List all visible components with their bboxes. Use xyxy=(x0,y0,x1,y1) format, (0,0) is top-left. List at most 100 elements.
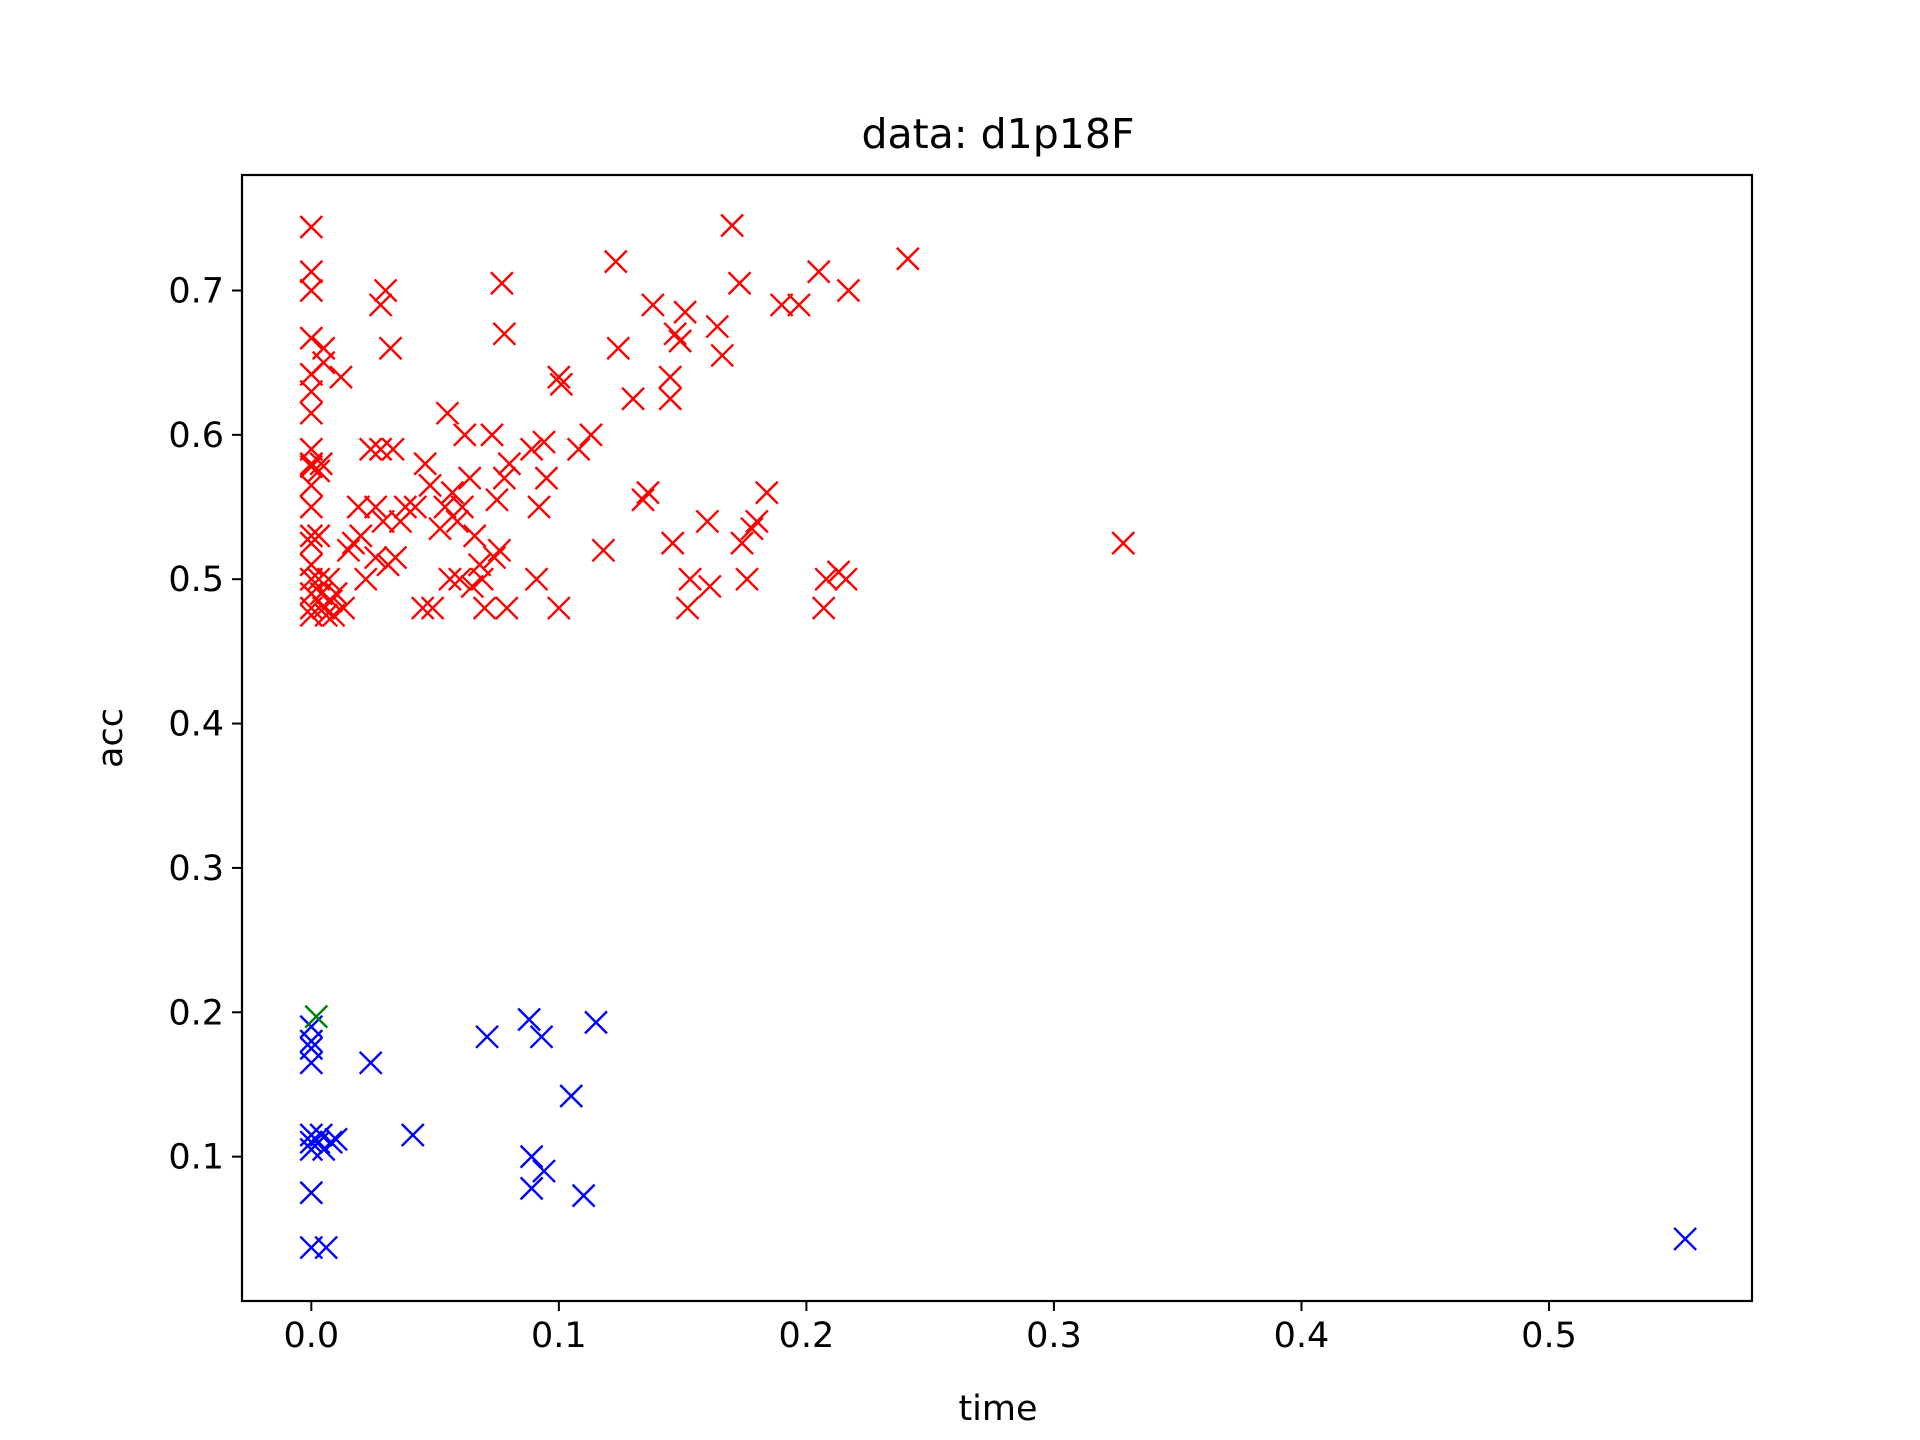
data-point xyxy=(495,596,519,620)
data-point xyxy=(814,567,839,592)
data-point xyxy=(710,343,735,368)
data-point xyxy=(579,422,603,447)
data-point xyxy=(485,487,509,512)
data-point xyxy=(299,473,324,498)
y-tick-label: 0.6 xyxy=(168,416,224,456)
data-point xyxy=(532,430,556,454)
data-point xyxy=(668,329,692,353)
data-point xyxy=(410,596,435,620)
data-point xyxy=(524,567,549,592)
data-point xyxy=(314,1235,339,1260)
data-point xyxy=(299,215,324,239)
data-point xyxy=(658,386,683,411)
data-point xyxy=(631,487,655,512)
data-point xyxy=(547,365,571,389)
data-point xyxy=(373,278,398,303)
data-point xyxy=(727,271,752,296)
data-point xyxy=(413,451,438,476)
data-point xyxy=(529,1024,554,1049)
data-point xyxy=(400,1123,425,1147)
data-point xyxy=(311,350,336,375)
data-point xyxy=(433,495,457,519)
data-point xyxy=(606,336,631,361)
y-tick-label: 0.2 xyxy=(168,993,224,1033)
data-point xyxy=(306,567,331,592)
data-point xyxy=(566,437,591,462)
x-tick-label: 0.0 xyxy=(283,1316,339,1356)
data-point xyxy=(324,581,348,606)
data-point xyxy=(316,567,341,592)
data-point xyxy=(309,451,334,476)
x-tick-label: 0.4 xyxy=(1274,1316,1330,1356)
data-point xyxy=(470,567,494,592)
data-point xyxy=(438,567,462,592)
y-tick-label: 0.4 xyxy=(168,705,224,745)
y-axis-ticks: 0.1 0.2 0.3 0.4 0.5 0.6 0.7 xyxy=(168,271,242,1178)
data-point xyxy=(1111,531,1136,555)
data-point xyxy=(705,314,730,339)
data-point xyxy=(321,603,346,628)
x-tick-label: 0.2 xyxy=(779,1316,835,1356)
data-point xyxy=(695,509,720,534)
data-point xyxy=(836,278,861,303)
data-point xyxy=(440,480,465,505)
data-point xyxy=(497,451,522,476)
data-point xyxy=(299,1130,324,1155)
data-point xyxy=(383,545,408,570)
data-point xyxy=(811,596,836,620)
x-axis-ticks: 0.0 0.1 0.2 0.3 0.4 0.5 xyxy=(283,1301,1577,1356)
data-point xyxy=(428,516,452,541)
data-point xyxy=(299,1029,324,1053)
data-point xyxy=(487,538,512,563)
data-point xyxy=(299,259,324,284)
data-point xyxy=(371,509,395,534)
chart-title: data: d1p18F xyxy=(861,110,1134,158)
data-point xyxy=(754,480,779,505)
data-point xyxy=(730,531,754,555)
data-point xyxy=(769,293,794,317)
data-point xyxy=(472,596,497,620)
data-point xyxy=(348,524,373,548)
x-axis-label: time xyxy=(958,1389,1037,1429)
data-point xyxy=(314,603,339,628)
data-point xyxy=(519,1144,544,1169)
data-point xyxy=(660,531,685,555)
data-point xyxy=(1673,1227,1698,1251)
data-point xyxy=(319,589,343,613)
data-point xyxy=(299,1180,324,1205)
data-point xyxy=(519,437,544,462)
data-point xyxy=(299,326,324,350)
data-point xyxy=(331,596,356,620)
data-point xyxy=(641,293,665,317)
data-point xyxy=(363,495,388,519)
data-point xyxy=(306,524,331,548)
data-point xyxy=(559,1084,584,1108)
data-point xyxy=(299,495,324,519)
data-point xyxy=(735,567,759,592)
data-point xyxy=(460,574,485,599)
data-point xyxy=(571,1183,596,1208)
data-point xyxy=(358,1050,383,1075)
data-point xyxy=(368,437,393,462)
data-point xyxy=(740,516,764,541)
data-point xyxy=(532,1159,556,1183)
data-point xyxy=(591,538,616,563)
x-tick-label: 0.3 xyxy=(1026,1316,1082,1356)
data-point xyxy=(787,293,811,317)
data-point xyxy=(447,567,472,592)
data-point xyxy=(834,567,858,592)
data-point xyxy=(462,524,487,548)
data-point xyxy=(309,1123,334,1147)
y-tick-label: 0.1 xyxy=(168,1138,224,1178)
data-point xyxy=(299,401,324,426)
data-point xyxy=(299,454,324,479)
y-axis-label: acc xyxy=(91,708,131,768)
y-tick-label: 0.5 xyxy=(168,560,224,600)
plot-frame xyxy=(240,173,1754,1303)
data-point xyxy=(393,495,418,519)
data-point xyxy=(534,466,559,491)
data-point xyxy=(519,1176,544,1201)
data-point xyxy=(457,466,482,491)
data-point xyxy=(806,259,831,284)
data-point xyxy=(480,422,504,447)
